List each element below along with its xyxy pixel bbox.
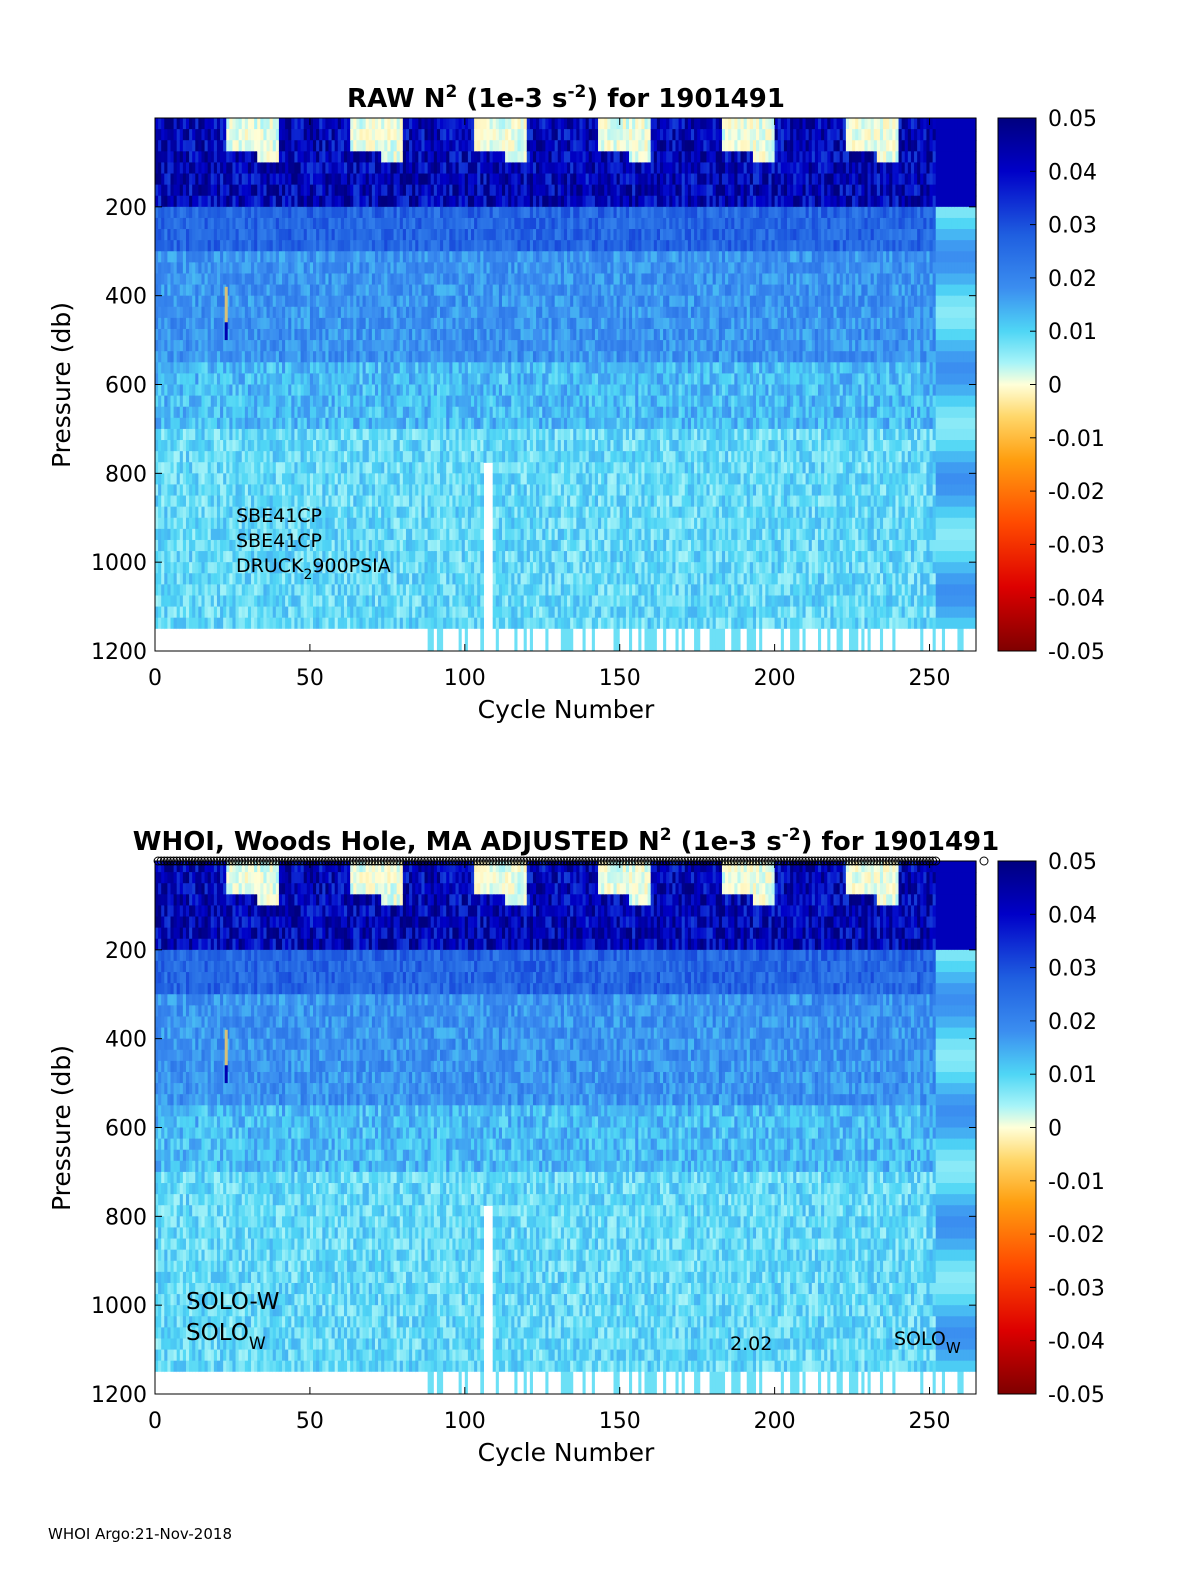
- heatmap-cell: [480, 507, 484, 519]
- heatmap-cell: [480, 462, 484, 474]
- heatmap-cell: [480, 540, 484, 552]
- heatmap-cell: [480, 584, 484, 596]
- heatmap-cell: [480, 595, 484, 607]
- heatmap-cell: [480, 562, 484, 574]
- heatmap-cell: [480, 607, 484, 619]
- heatmap-cell: [480, 529, 484, 541]
- heatmap-cell: [480, 573, 484, 585]
- heatmap-cell: [480, 484, 484, 496]
- raw-chart-title: RAW N2 (1e-3 s-2) for 1901491: [347, 82, 785, 114]
- heatmap-cell: [480, 473, 484, 485]
- heatmap-cell: [480, 629, 484, 651]
- heatmap-cell: [480, 518, 484, 530]
- heatmap-cell: [480, 551, 484, 563]
- heatmap-cell: [480, 618, 484, 630]
- heatmap-cell: [480, 496, 484, 508]
- raw-n2-panel: RAW N2 (1e-3 s-2) for 1901491 0 50 100 150 2…: [47, 82, 1105, 724]
